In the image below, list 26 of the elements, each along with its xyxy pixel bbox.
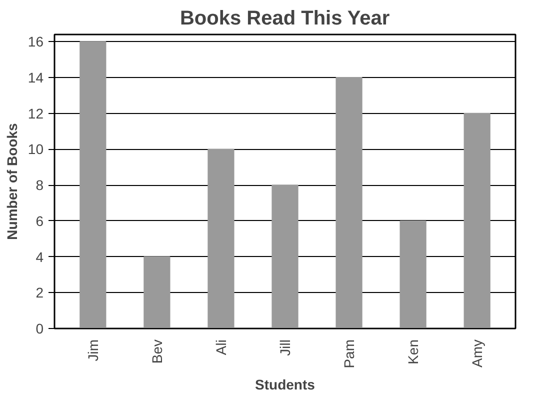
bar	[144, 256, 170, 328]
x-tick-label: Bev	[148, 340, 165, 364]
y-tick-label: 16	[28, 34, 44, 50]
bar	[272, 184, 298, 328]
y-axis-title: Number of Books	[4, 122, 20, 240]
x-tick-label: Ali	[212, 339, 229, 356]
chart-title: Books Read This Year	[180, 8, 390, 30]
x-tick-label: Amy	[469, 340, 486, 368]
bar	[208, 148, 234, 328]
y-tick-label: 8	[36, 177, 44, 194]
y-tick-label: 4	[36, 248, 44, 265]
bar	[80, 41, 106, 328]
y-tick-label: 12	[28, 105, 44, 122]
x-tick-label: Ken	[405, 339, 422, 364]
x-tick-label: Jill	[277, 339, 293, 356]
bar	[400, 220, 426, 328]
x-axis-title: Students	[255, 376, 316, 392]
y-tick-label: 0	[36, 320, 44, 336]
y-tick-label: 2	[36, 284, 44, 301]
bar	[464, 112, 490, 328]
y-tick-label: 14	[28, 70, 44, 86]
x-tick-label: Jim	[84, 339, 101, 362]
x-tick-label: Pam	[341, 339, 358, 368]
y-tick-label: 6	[36, 212, 44, 229]
bar	[336, 77, 362, 328]
y-tick-label: 10	[28, 141, 44, 158]
